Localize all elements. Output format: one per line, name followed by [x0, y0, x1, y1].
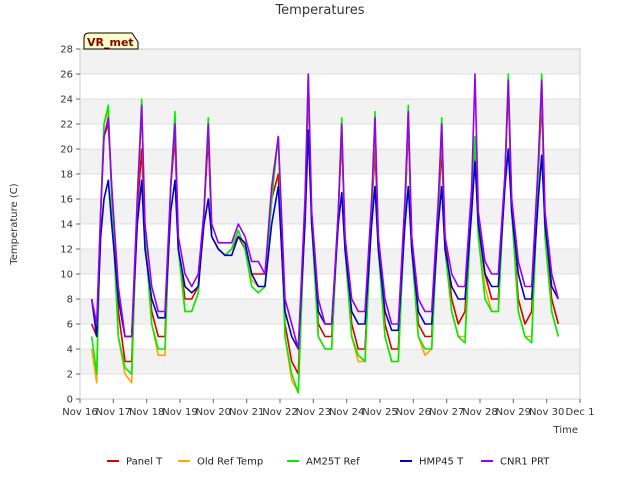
- chart-title: Temperatures: [274, 3, 364, 18]
- x-tick-label: Nov 25: [362, 407, 397, 418]
- x-tick-label: Nov 20: [196, 407, 231, 418]
- y-tick-label: 16: [60, 195, 73, 206]
- y-tick-label: 10: [60, 270, 73, 281]
- grid-band: [80, 149, 580, 174]
- legend-item-hmp45-t: HMP45 T: [400, 457, 464, 468]
- series-line-am25t-ref: [90, 73, 560, 394]
- series-line-cnr1-prt: [90, 73, 560, 350]
- badge-shape: [83, 32, 139, 50]
- legend-label: Old Ref Temp: [197, 457, 263, 468]
- y-tick-label: 8: [67, 295, 73, 306]
- legend-item-cnr1-prt: CNR1 PRT: [481, 457, 550, 468]
- legend-item-old-ref-temp: Old Ref Temp: [178, 457, 263, 468]
- legend-label: HMP45 T: [419, 457, 464, 468]
- legend-label: CNR1 PRT: [500, 457, 550, 468]
- grid-band: [80, 199, 580, 224]
- y-tick-label: 0: [67, 395, 73, 406]
- y-tick-label: 6: [67, 320, 73, 331]
- legend-item-am25t-ref: AM25T Ref: [287, 457, 360, 468]
- x-tick-label: Nov 23: [296, 407, 331, 418]
- x-tick-label: Nov 21: [229, 407, 264, 418]
- x-tick-label: Nov 27: [429, 407, 464, 418]
- y-tick-label: 22: [60, 120, 73, 131]
- x-tick-label: Nov 17: [96, 407, 131, 418]
- x-tick-label: Nov 29: [496, 407, 531, 418]
- y-tick-label: 20: [60, 145, 73, 156]
- x-tick-label: Nov 16: [62, 407, 97, 418]
- y-tick-label: 26: [60, 70, 73, 81]
- legend-label: Panel T: [126, 457, 163, 468]
- legend-label: AM25T Ref: [306, 457, 360, 468]
- grid-band: [80, 249, 580, 274]
- x-tick-label: Nov 26: [396, 407, 431, 418]
- station-badge: VR_met: [83, 32, 139, 50]
- grid-band: [80, 299, 580, 324]
- x-tick-label: Nov 18: [129, 407, 164, 418]
- x-tick-label: Nov 19: [162, 407, 197, 418]
- y-tick-label: 2: [67, 370, 73, 381]
- series-layer: [90, 73, 560, 394]
- legend: Panel T Old Ref Temp AM25T Ref HMP45 T CNR1 …: [107, 457, 550, 468]
- x-tick-label: Nov 30: [529, 407, 564, 418]
- legend-item-panel-t: Panel T: [107, 457, 163, 468]
- grid-band: [80, 99, 580, 124]
- x-tick-label: Dec 1: [566, 407, 595, 418]
- x-tick-label: Nov 28: [462, 407, 497, 418]
- x-axis-label: Time: [553, 425, 578, 436]
- y-tick-label: 28: [60, 45, 73, 56]
- badge-text: VR_met: [87, 36, 134, 49]
- y-axis-label: Temperature (C): [9, 183, 20, 265]
- plot-grid: [80, 48, 580, 400]
- x-tick-label: Nov 22: [262, 407, 297, 418]
- x-tick-label: Nov 24: [329, 407, 364, 418]
- grid-band: [80, 49, 580, 74]
- series-line-old-ref-temp: [90, 79, 560, 394]
- y-tick-label: 18: [60, 170, 73, 181]
- series-line-panel-t: [90, 85, 560, 375]
- y-tick-label: 24: [60, 95, 73, 106]
- y-tick-label: 12: [60, 245, 73, 256]
- grid-band: [80, 349, 580, 374]
- y-tick-label: 14: [60, 220, 73, 231]
- y-tick-label: 4: [67, 345, 73, 356]
